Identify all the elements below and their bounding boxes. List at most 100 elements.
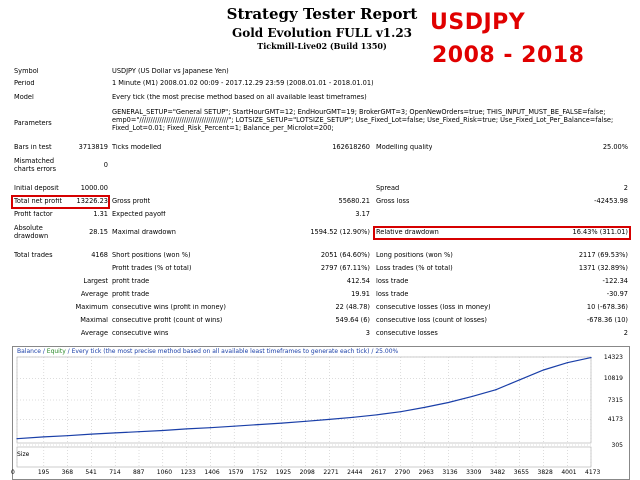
overlay-symbol: USDJPY <box>430 10 526 35</box>
y-tick-label: 14323 <box>603 354 623 361</box>
payoff-value: 3.17 <box>355 211 370 218</box>
short-value: 2051 (64.60%) <box>320 252 370 259</box>
y-tick-label: 305 <box>611 442 623 449</box>
net-profit-label: Total net profit <box>14 198 62 205</box>
max-cons-losses-label: consecutive losses (loss in money) <box>376 304 491 311</box>
symbol-value: USDJPY (US Dollar vs Japanese Yen) <box>112 68 229 75</box>
abs-drawdown-label: Absolute drawdown <box>14 224 49 240</box>
initial-label: Initial deposit <box>14 185 59 192</box>
balance-point <box>590 357 592 359</box>
spread-value: 2 <box>623 185 628 192</box>
x-tick-label: 3655 <box>513 469 530 476</box>
balance-point <box>138 431 140 433</box>
x-tick-label: 0 <box>11 469 15 476</box>
row-mismatched: Mismatched charts errors 0 <box>0 157 640 175</box>
profit-trades-label: Profit trades (% of total) <box>112 265 192 272</box>
max-cons-wins-value: 22 (48.78) <box>335 304 370 311</box>
balance-point <box>304 420 307 422</box>
x-tick-label: 714 <box>109 469 121 476</box>
balance-point <box>114 432 116 434</box>
gross-profit-value: 55680.21 <box>338 198 370 205</box>
row-symbol: Symbol USDJPY (US Dollar vs Japanese Yen… <box>0 68 640 78</box>
x-tick-label: 3309 <box>466 469 482 476</box>
row-profit-trades: Profit trades (% of total) 2797 (67.11%)… <box>0 265 640 275</box>
rel-drawdown-label: Relative drawdown <box>376 229 439 236</box>
spread-label: Spread <box>376 185 400 192</box>
balance-point <box>233 425 235 427</box>
balance-point <box>186 428 188 430</box>
x-tick-label: 3136 <box>442 469 458 476</box>
balance-point <box>447 401 449 404</box>
mismatched-value: 0 <box>103 162 108 169</box>
row-period: Period 1 Minute (M1) 2008.01.02 00:09 - … <box>0 80 640 90</box>
average2-label: Average <box>80 330 108 337</box>
average-loss-value: -30.97 <box>606 291 628 298</box>
report-header: Strategy Tester Report Gold Evolution FU… <box>0 0 640 70</box>
gross-loss-value: -42453.98 <box>594 198 628 205</box>
profit-trades-value: 2797 (67.11%) <box>320 265 370 272</box>
model-value: Every tick (the most precise method base… <box>112 94 367 101</box>
x-tick-label: 1579 <box>228 469 244 476</box>
legend-rest: / Every tick (the most precise method ba… <box>65 348 399 355</box>
mismatched-label: Mismatched charts errors <box>14 157 57 173</box>
x-tick-label: 1752 <box>251 469 268 476</box>
parameters-value: GENERAL_SETUP="General SETUP"; StartHour… <box>112 108 614 132</box>
payoff-label: Expected payoff <box>112 211 166 218</box>
balance-point <box>495 389 497 391</box>
x-tick-label: 1233 <box>180 469 196 476</box>
x-tick-label: 1060 <box>156 469 173 476</box>
avg-cons-losses-value: 2 <box>623 330 628 337</box>
row-drawdown: Absolute drawdown 28.15 Maximal drawdown… <box>0 224 640 242</box>
x-tick-label: 2098 <box>299 469 315 476</box>
row-average: Average profit trade 19.91 loss trade -3… <box>0 291 640 301</box>
profit-factor-value: 1.31 <box>93 211 108 218</box>
x-tick-label: 2271 <box>323 469 339 476</box>
ticks-label: Ticks modelled <box>112 144 162 151</box>
y-tick-label: 7315 <box>607 396 623 404</box>
largest-loss-label: loss trade <box>376 278 409 285</box>
bars-value: 3713819 <box>78 144 108 151</box>
long-label: Long positions (won %) <box>376 252 453 259</box>
profit-factor-label: Profit factor <box>14 211 53 218</box>
maximal-profit-value: 549.64 (6) <box>335 317 370 324</box>
short-label: Short positions (won %) <box>112 252 191 259</box>
x-tick-label: 2963 <box>418 469 434 476</box>
x-tick-label: 4173 <box>585 469 601 476</box>
x-tick-label: 2444 <box>347 469 363 476</box>
row-maximal: Maximal consecutive profit (count of win… <box>0 317 640 327</box>
gross-loss-label: Gross loss <box>376 198 410 205</box>
balance-point <box>16 438 18 440</box>
balance-point <box>328 418 330 421</box>
balance-point <box>400 411 402 413</box>
maximal-profit-label: consecutive profit (count of wins) <box>112 317 223 324</box>
rel-drawdown-value: 16.43% (311.01) <box>572 229 628 236</box>
row-maximum: Maximum consecutive wins (profit in mone… <box>0 304 640 314</box>
balance-point <box>257 424 259 426</box>
average-profit-label: profit trade <box>112 291 150 298</box>
balance-point <box>566 362 568 364</box>
row-total-trades: Total trades 4168 Short positions (won %… <box>0 252 640 262</box>
long-value: 2117 (69.53%) <box>578 252 628 259</box>
expert-name: Gold Evolution FULL v1.23 <box>231 26 413 40</box>
period-value: 1 Minute (M1) 2008.01.02 00:09 - 2017.12… <box>112 80 374 87</box>
balance-point <box>90 433 93 435</box>
row-initial: Initial deposit 1000.00 Spread 2 <box>0 185 640 195</box>
average-profit-value: 19.91 <box>351 291 370 298</box>
y-tick-label: 10819 <box>603 375 623 383</box>
maximal-loss-label: consecutive loss (count of losses) <box>376 317 487 324</box>
maximal-label: Maximal <box>80 317 108 324</box>
row-largest: Largest profit trade 412.54 loss trade -… <box>0 278 640 288</box>
balance-chart: Balance / Equity / Every tick (the most … <box>11 346 630 480</box>
max-cons-wins-label: consecutive wins (profit in money) <box>112 304 227 311</box>
x-tick-label: 368 <box>61 469 74 476</box>
balance-point <box>376 414 378 416</box>
gross-profit-label: Gross profit <box>112 198 151 205</box>
average-loss-label: loss trade <box>376 291 409 298</box>
avg-cons-losses-label: consecutive losses <box>376 330 438 337</box>
chart-plot <box>16 356 592 468</box>
quality-label: Modelling quality <box>376 144 433 151</box>
maximum-label: Maximum <box>75 304 109 311</box>
total-trades-label: Total trades <box>14 252 53 259</box>
balance-line <box>16 357 592 440</box>
x-tick-label: 4001 <box>561 469 577 476</box>
